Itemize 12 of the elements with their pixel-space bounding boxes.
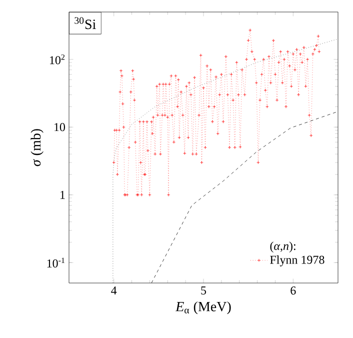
legend-label: Flynn 1978 — [270, 255, 324, 266]
x-axis-title: E$_{α}$ (MeV) — [175, 301, 231, 314]
x-tick-label: 6 — [290, 286, 296, 295]
annotation: $^{30}$Si — [74, 17, 96, 30]
y-tick-label: 10$^{-1}$ — [47, 258, 64, 268]
y-tick-label: 10 — [54, 123, 66, 132]
legend-title: (α,n): — [270, 242, 296, 252]
y-axis-title: σ (mb) — [30, 129, 44, 166]
y-tick-label: 10$^{2}$ — [50, 54, 65, 64]
y-tick-label: 1 — [60, 190, 65, 199]
x-tick-label: 4 — [111, 286, 117, 294]
x-tick-label: 5 — [201, 286, 206, 294]
